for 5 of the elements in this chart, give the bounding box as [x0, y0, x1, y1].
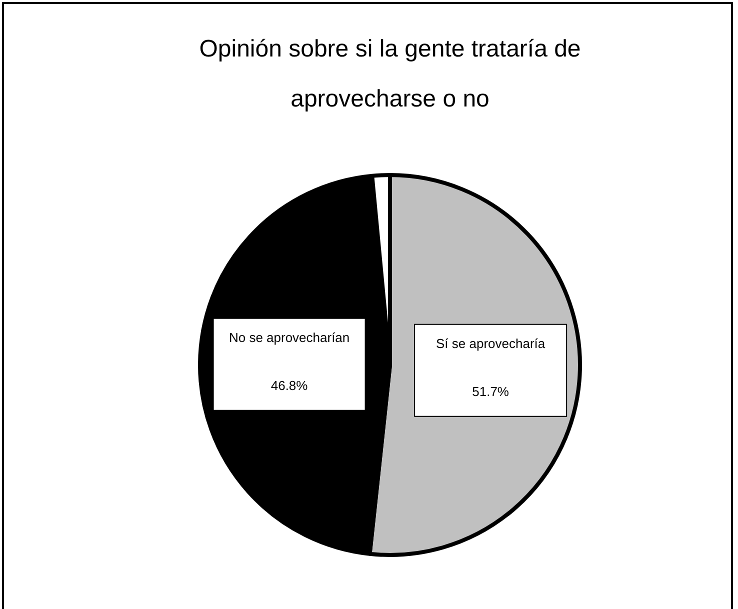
- data-label: 46.8%: [270, 378, 308, 393]
- slice-label: Sí se aprovecharía: [436, 336, 546, 351]
- data-label: 51.7%: [472, 384, 510, 399]
- chart-title: Opinión sobre si la gente trataría de aprovecharse o no: [199, 36, 581, 113]
- slice-label: No se aprovecharían: [228, 330, 350, 345]
